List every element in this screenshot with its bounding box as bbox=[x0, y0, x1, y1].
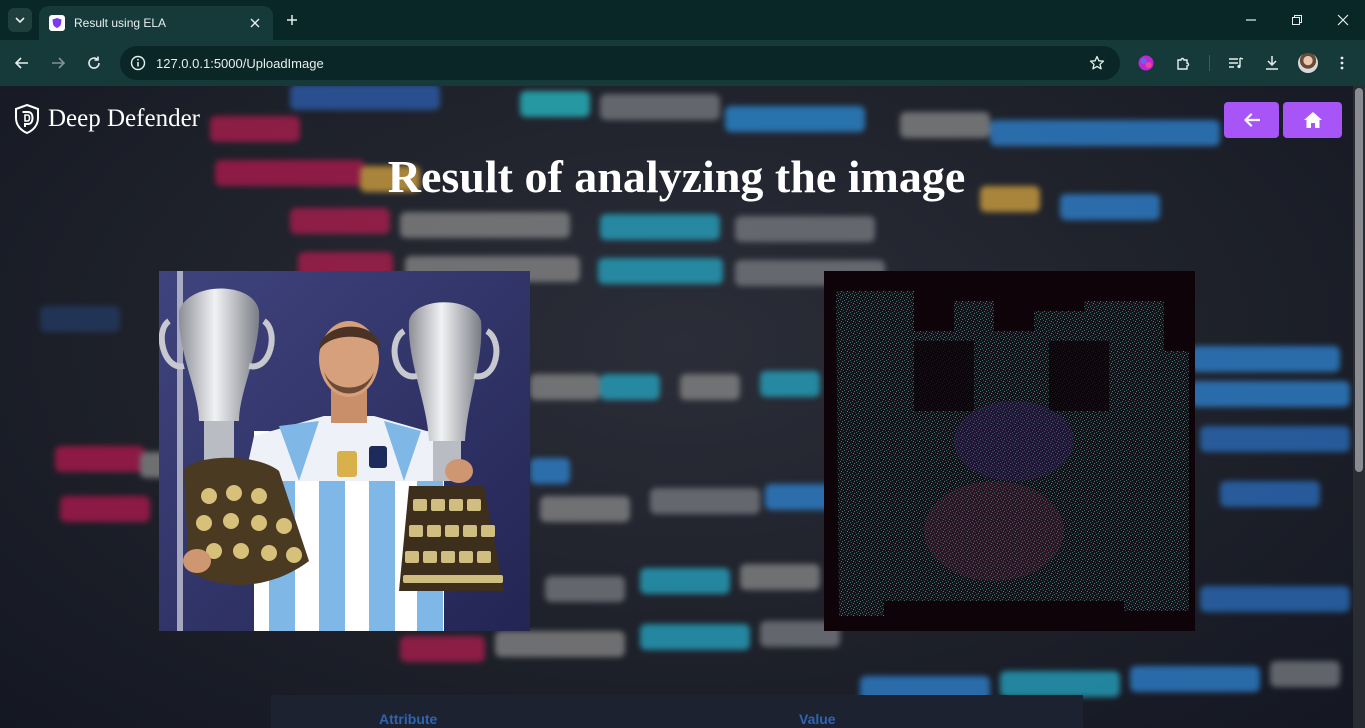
avatar bbox=[1298, 53, 1318, 73]
arrow-right-icon bbox=[52, 57, 66, 69]
media-controls-button[interactable] bbox=[1224, 51, 1248, 75]
code-background-image bbox=[0, 86, 1365, 728]
tab-title: Result using ELA bbox=[74, 16, 167, 30]
back-button[interactable] bbox=[1224, 102, 1279, 138]
scrollbar-thumb[interactable] bbox=[1355, 88, 1363, 472]
bookmark-button[interactable] bbox=[1088, 54, 1106, 72]
browser-toolbar: 127.0.0.1:5000/UploadImage bbox=[0, 40, 1365, 86]
page-title: Result of analyzing the image bbox=[387, 151, 966, 202]
restore-icon bbox=[1292, 15, 1302, 25]
restore-button[interactable] bbox=[1285, 8, 1309, 32]
plus-icon bbox=[287, 15, 297, 25]
profile-button[interactable] bbox=[1296, 51, 1320, 75]
minimize-icon bbox=[1246, 19, 1256, 21]
brand-name: Deep Defender bbox=[48, 105, 200, 132]
new-tab-button[interactable] bbox=[281, 9, 303, 31]
back-nav-button[interactable] bbox=[10, 51, 34, 75]
arrow-left-icon bbox=[14, 57, 28, 69]
browser-menu-button[interactable] bbox=[1330, 51, 1354, 75]
brand-logo[interactable]: Deep Defender bbox=[14, 104, 200, 134]
original-image bbox=[159, 271, 530, 631]
table-header-attribute: Attribute bbox=[379, 711, 438, 727]
close-icon bbox=[1337, 14, 1349, 26]
reload-icon bbox=[88, 56, 100, 69]
shield-logo-icon bbox=[15, 104, 39, 134]
extension-brain-button[interactable] bbox=[1134, 51, 1158, 75]
page-scrollbar[interactable] bbox=[1353, 86, 1365, 728]
close-icon bbox=[250, 18, 260, 28]
puzzle-icon bbox=[1177, 57, 1190, 70]
star-icon bbox=[1089, 55, 1105, 70]
tab-search-button[interactable] bbox=[8, 8, 32, 32]
extensions-button[interactable] bbox=[1171, 51, 1195, 75]
close-window-button[interactable] bbox=[1331, 8, 1355, 32]
tab-close-button[interactable] bbox=[247, 15, 263, 31]
more-vertical-icon bbox=[1340, 56, 1344, 70]
reload-button[interactable] bbox=[82, 51, 106, 75]
address-bar[interactable]: 127.0.0.1:5000/UploadImage bbox=[120, 46, 1120, 80]
site-info-icon[interactable] bbox=[130, 55, 146, 71]
home-icon bbox=[1303, 112, 1322, 128]
page-viewport: Deep Defender Result of analyzing the im… bbox=[0, 86, 1365, 728]
brain-icon bbox=[1138, 55, 1154, 71]
header-actions bbox=[1224, 102, 1342, 138]
arrow-left-icon bbox=[1243, 113, 1260, 127]
home-button[interactable] bbox=[1283, 102, 1342, 138]
forward-nav-button[interactable] bbox=[46, 51, 70, 75]
ela-result-image bbox=[824, 271, 1195, 631]
shield-favicon-icon bbox=[49, 15, 65, 31]
browser-tab-active[interactable]: Result using ELA bbox=[39, 6, 273, 40]
toolbar-separator bbox=[1209, 55, 1210, 71]
playlist-icon bbox=[1229, 57, 1244, 69]
browser-tabstrip: Result using ELA bbox=[0, 0, 1365, 40]
results-table: Attribute Value bbox=[271, 695, 1083, 728]
minimize-button[interactable] bbox=[1239, 8, 1263, 32]
download-icon bbox=[1266, 56, 1278, 70]
chevron-down-icon bbox=[15, 17, 25, 24]
downloads-button[interactable] bbox=[1260, 51, 1284, 75]
url-text[interactable]: 127.0.0.1:5000/UploadImage bbox=[156, 55, 324, 71]
table-header-value: Value bbox=[799, 711, 836, 727]
